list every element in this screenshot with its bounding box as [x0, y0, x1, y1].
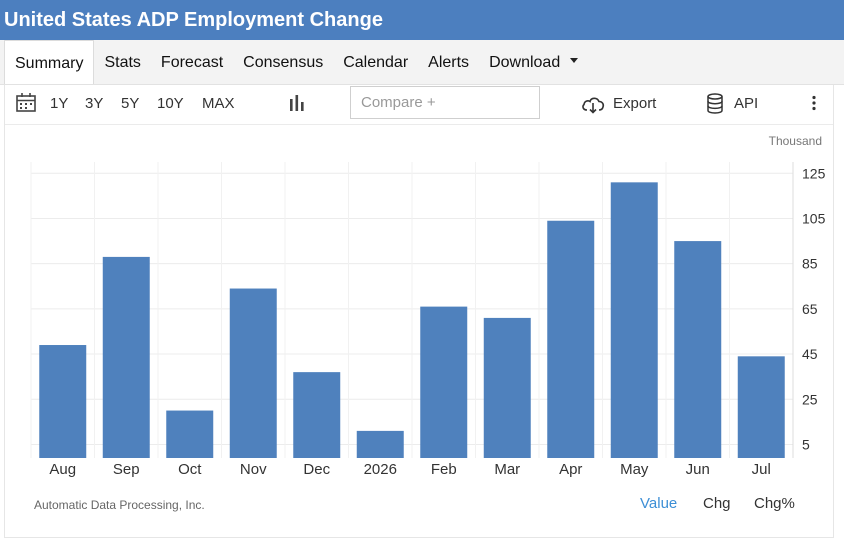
bar[interactable] — [737, 356, 785, 458]
bar-chart-icon[interactable] — [287, 85, 307, 123]
tab-forecast[interactable]: Forecast — [160, 54, 224, 71]
tab-consensus[interactable]: Consensus — [243, 54, 324, 71]
y-tick-label: 65 — [802, 301, 818, 317]
bar[interactable] — [293, 372, 341, 458]
chart-panel: 1Y 3Y 5Y 10Y MAX Export — [4, 85, 834, 538]
tab-bar: Summary Stats Forecast Consensus Calenda… — [0, 40, 844, 85]
more-vertical-icon[interactable] — [809, 85, 819, 123]
x-tick-label: Dec — [303, 461, 330, 478]
x-tick-label: Mar — [494, 461, 520, 478]
x-tick-label: Apr — [559, 461, 582, 478]
chart-y-axis: 5 25 45 65 85 105 125 — [802, 165, 826, 452]
range-10y-button[interactable]: 10Y — [157, 95, 184, 112]
bar[interactable] — [356, 430, 404, 458]
y-tick-label: 125 — [802, 165, 826, 181]
api-button[interactable]: API — [734, 95, 759, 112]
bar[interactable] — [166, 410, 214, 458]
x-tick-label: May — [620, 461, 649, 478]
x-tick-label: 2026 — [364, 461, 397, 478]
y-tick-label: 5 — [802, 436, 810, 452]
x-tick-label: Oct — [178, 461, 202, 478]
tab-download-label: Download — [489, 54, 561, 71]
tab-calendar[interactable]: Calendar — [343, 54, 409, 71]
caret-down-icon — [570, 58, 579, 64]
chart-x-axis: Aug Sep Oct Nov Dec 2026 Feb Mar Apr May Jun Jul — [49, 461, 770, 478]
cloud-download-icon[interactable] — [580, 85, 606, 123]
chart-grid — [30, 162, 794, 458]
tab-alerts[interactable]: Alerts — [428, 54, 470, 71]
x-tick-label: Feb — [431, 461, 457, 478]
y-tick-label: 25 — [802, 391, 818, 407]
bar-chart: Aug Sep Oct Nov Dec 2026 Feb Mar Apr May Jun Jul 5 2… — [30, 162, 826, 478]
compare-input[interactable] — [350, 86, 540, 119]
y-tick-label: 85 — [802, 256, 818, 272]
y-tick-label: 105 — [802, 210, 826, 226]
calendar-icon[interactable] — [15, 85, 37, 123]
bar[interactable] — [610, 182, 658, 458]
export-button[interactable]: Export — [613, 95, 657, 112]
range-1y-button[interactable]: 1Y — [50, 95, 69, 112]
x-tick-label: Aug — [49, 461, 76, 478]
source-label: Automatic Data Processing, Inc. — [34, 498, 205, 512]
bar[interactable] — [39, 345, 87, 458]
unit-label: Thousand — [768, 134, 822, 148]
range-5y-button[interactable]: 5Y — [121, 95, 140, 112]
x-tick-label: Sep — [113, 461, 140, 478]
mode-chg-percent-button[interactable]: Chg% — [754, 495, 795, 512]
bar[interactable] — [547, 220, 595, 458]
database-icon[interactable] — [705, 85, 725, 123]
tab-summary[interactable]: Summary — [4, 40, 95, 84]
bar[interactable] — [483, 317, 531, 458]
x-tick-label: Jun — [686, 461, 710, 478]
mode-value-button[interactable]: Value — [640, 495, 678, 512]
range-max-button[interactable]: MAX — [202, 95, 235, 112]
bar[interactable] — [229, 288, 277, 458]
bar[interactable] — [420, 306, 468, 458]
tab-stats[interactable]: Stats — [104, 54, 141, 71]
range-3y-button[interactable]: 3Y — [85, 95, 104, 112]
chart-bars — [39, 182, 785, 458]
bar[interactable] — [102, 256, 150, 458]
x-tick-label: Nov — [240, 461, 267, 478]
page-title: United States ADP Employment Change — [0, 0, 844, 40]
chart-toolbar: 1Y 3Y 5Y 10Y MAX Export — [5, 85, 833, 125]
y-tick-label: 45 — [802, 346, 818, 362]
x-tick-label: Jul — [752, 461, 771, 478]
bar[interactable] — [674, 241, 722, 458]
tab-download[interactable]: Download — [479, 40, 588, 84]
mode-chg-button[interactable]: Chg — [703, 495, 731, 512]
